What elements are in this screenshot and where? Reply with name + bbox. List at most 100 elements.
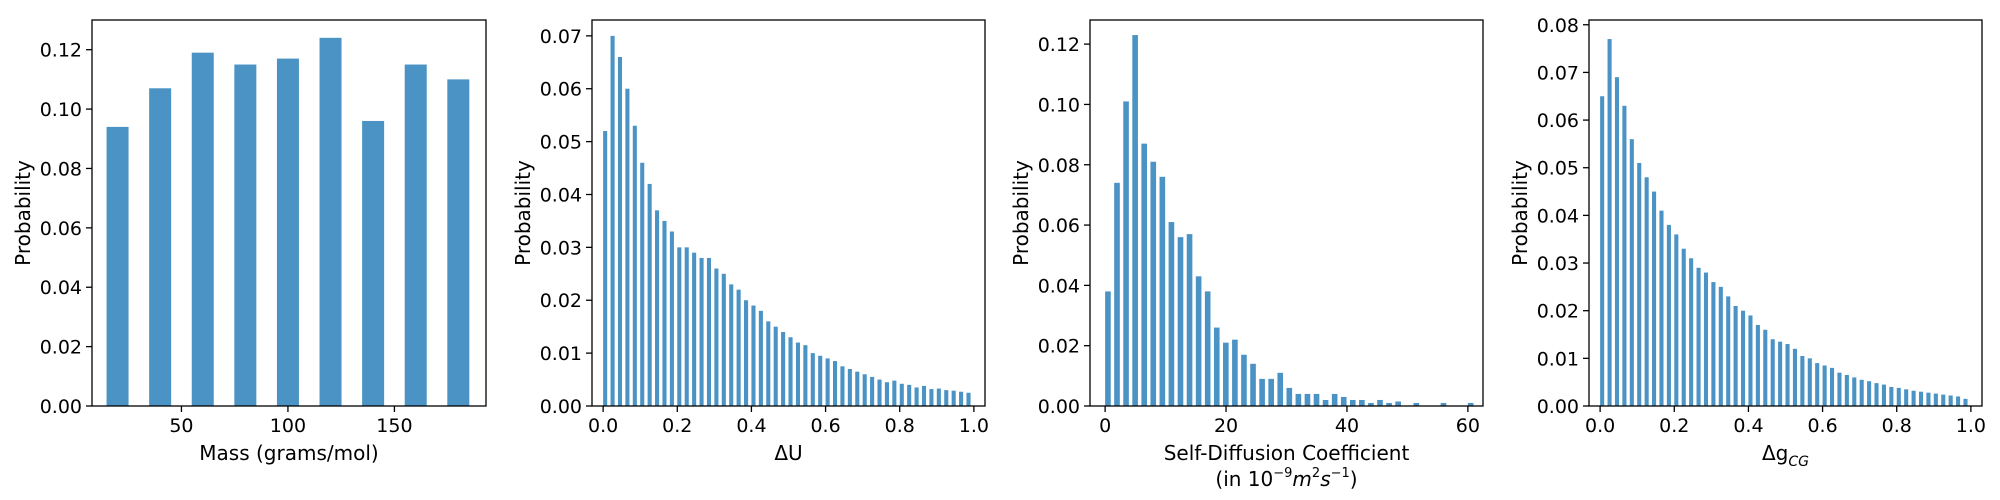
bar: [751, 305, 756, 406]
bar: [1711, 282, 1716, 406]
y-axis-label: Probability: [511, 160, 535, 266]
bar: [1659, 210, 1664, 406]
bar: [662, 220, 667, 406]
y-tick-label: 0.05: [1537, 158, 1579, 180]
bar: [1250, 363, 1256, 406]
bar: [1703, 272, 1709, 406]
x-axis-label-units: (in 10−9m2s−1): [1215, 466, 1357, 491]
bar: [1778, 341, 1783, 406]
bar: [362, 120, 385, 406]
bar: [1368, 402, 1374, 406]
y-tick-label: 0.02: [540, 290, 582, 312]
y-tick-label: 0.10: [1038, 94, 1080, 116]
y-tick-label: 0.04: [1038, 275, 1080, 297]
bar: [1105, 291, 1111, 406]
x-tick-label: 40: [1335, 415, 1359, 437]
bar: [1322, 399, 1329, 406]
bar: [870, 376, 875, 406]
y-tick-label: 0.05: [540, 132, 582, 154]
axes-frame: [591, 19, 986, 407]
bar: [1241, 354, 1247, 406]
bar: [404, 64, 427, 406]
bar: [1359, 399, 1365, 406]
bar: [1132, 35, 1138, 406]
x-tick-label: 0.6: [1807, 415, 1837, 437]
bar: [319, 37, 342, 406]
x-tick-label: 100: [270, 415, 306, 437]
bar: [447, 79, 470, 406]
x-tick-label: 60: [1456, 415, 1480, 437]
bar: [914, 387, 919, 406]
bar: [669, 231, 674, 406]
y-tick-label: 0.00: [40, 396, 82, 418]
bar: [1696, 267, 1701, 406]
bar: [1622, 105, 1627, 406]
bar: [1114, 182, 1120, 406]
bar: [1837, 372, 1842, 406]
bar: [1340, 396, 1347, 406]
bar: [1718, 286, 1723, 406]
bar: [847, 368, 852, 406]
bar: [1331, 393, 1338, 406]
bar: [1859, 379, 1864, 406]
bar: [1629, 139, 1634, 406]
bar: [936, 388, 941, 406]
bar: [899, 383, 904, 406]
bar: [1741, 310, 1746, 406]
y-tick-label: 0.02: [1038, 336, 1080, 358]
bar: [810, 353, 815, 406]
bar: [1904, 389, 1909, 406]
chart-panel-self-diffusion: 0.00 0.02 0.04 0.06 0.08 0.10 0.12 0 20 40 60 Proba…: [1009, 19, 1484, 491]
chart-panel-delta-gcg: 0.00 0.01 0.02 0.03 0.04 0.05 0.06 0.07 0.08 0.0 0…: [1508, 15, 1986, 470]
bar: [1304, 393, 1311, 406]
x-tick-label: 0: [1099, 415, 1111, 437]
bar: [1763, 329, 1768, 406]
y-tick-label: 0.08: [1537, 15, 1579, 37]
bar: [781, 331, 786, 406]
bar: [1204, 291, 1211, 406]
bar: [1726, 296, 1731, 406]
bar: [832, 361, 838, 406]
bar: [1666, 224, 1671, 406]
bar: [1168, 222, 1175, 406]
chart-panel-mass: 0.00 0.02 0.04 0.06 0.08 0.10 0.12 50 100 150 Prob…: [11, 19, 487, 465]
x-axis-label: Mass (grams/mol): [199, 441, 378, 465]
bar: [729, 284, 734, 406]
bar: [1600, 96, 1605, 406]
bar: [1413, 402, 1420, 406]
bar: [1918, 391, 1924, 406]
bar: [803, 345, 808, 406]
x-tick-label: 0.2: [1659, 415, 1689, 437]
x-tick-label: 0.2: [662, 415, 692, 437]
bar: [1313, 393, 1320, 406]
bar: [1386, 402, 1392, 406]
bar: [1614, 77, 1620, 406]
bar: [276, 58, 299, 406]
bar: [1867, 381, 1872, 406]
y-axis-label: Probability: [1508, 160, 1532, 266]
bar: [1259, 378, 1265, 406]
bar: [884, 382, 889, 406]
bar: [684, 247, 689, 406]
bar: [1881, 384, 1886, 406]
bar: [1926, 392, 1931, 406]
bar: [1395, 401, 1401, 406]
y-tick-label: 0.06: [1537, 110, 1579, 132]
x-tick-label: 1.0: [959, 415, 989, 437]
x-axis-label: ΔU: [774, 441, 802, 465]
bar: [944, 390, 949, 406]
bar: [1785, 344, 1790, 406]
bar: [1800, 355, 1805, 406]
bar: [959, 391, 964, 406]
y-tick-label: 0.03: [540, 237, 582, 259]
bar: [1941, 394, 1946, 406]
bar: [632, 125, 637, 406]
y-tick-label: 0.08: [40, 158, 82, 180]
y-tick-label: 0.12: [40, 40, 82, 62]
bar: [788, 337, 793, 406]
chart-panel-delta-u: 0.00 0.01 0.02 0.03 0.04 0.05 0.06 0.07 0.0 0.2 0.…: [511, 19, 989, 465]
bar: [1637, 162, 1642, 406]
y-tick-label: 0.06: [40, 218, 82, 240]
x-tick-label: 0.4: [736, 415, 766, 437]
bar: [603, 131, 608, 407]
